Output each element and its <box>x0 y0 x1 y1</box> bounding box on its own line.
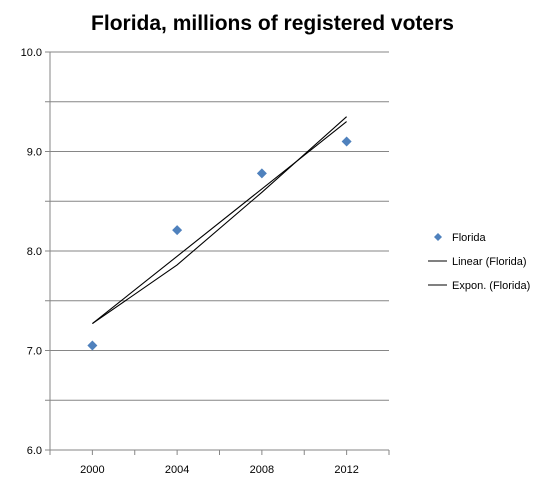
y-tick-label: 10.0 <box>21 47 42 59</box>
x-tick-label: 2012 <box>334 464 358 476</box>
data-point <box>341 136 352 147</box>
y-tick-label: 7.0 <box>27 346 42 358</box>
data-points <box>87 136 352 351</box>
legend-label: Linear (Florida) <box>452 256 527 268</box>
y-tick-label: 8.0 <box>27 246 42 258</box>
legend-label: Expon. (Florida) <box>452 280 530 292</box>
data-point <box>87 340 98 351</box>
linear-trendline <box>92 121 347 325</box>
chart-title: Florida, millions of registered voters <box>91 12 454 35</box>
legend-marker-florida <box>434 233 442 241</box>
legend-label: Florida <box>452 232 487 244</box>
trendlines <box>92 116 347 325</box>
data-point <box>172 225 183 236</box>
legend: Florida Linear (Florida) Expon. (Florida) <box>428 232 530 292</box>
x-tick-label: 2000 <box>80 464 104 476</box>
gridlines <box>50 51 389 401</box>
axes <box>45 51 390 455</box>
y-tick-label: 6.0 <box>27 445 42 457</box>
exponential-trendline <box>92 116 347 325</box>
x-tick-label: 2004 <box>165 464 189 476</box>
x-tick-labels: 2000 2004 2008 2012 <box>80 464 359 476</box>
x-tick-label: 2008 <box>250 464 274 476</box>
y-tick-labels: 6.0 7.0 8.0 9.0 10.0 <box>21 47 42 457</box>
data-point <box>256 168 267 179</box>
y-tick-label: 9.0 <box>27 147 42 159</box>
